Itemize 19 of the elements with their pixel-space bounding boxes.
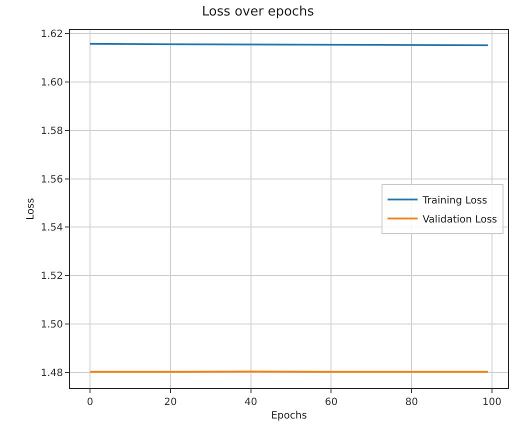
y-tick-label: 1.62 <box>40 29 63 40</box>
legend-label: Validation Loss <box>422 214 498 226</box>
x-tick-label: 20 <box>164 397 177 408</box>
x-tick-label: 80 <box>405 397 418 408</box>
x-axis-title: Epochs <box>271 410 307 422</box>
x-tick-label: 100 <box>482 397 502 408</box>
y-tick-label: 1.56 <box>40 174 63 186</box>
y-tick-label: 1.52 <box>40 271 63 282</box>
y-tick-label: 1.58 <box>40 126 63 137</box>
y-tick-label: 1.50 <box>40 319 63 330</box>
y-axis-title: Loss <box>26 198 37 220</box>
y-tick-label: 1.54 <box>40 222 63 234</box>
x-tick-label: 60 <box>324 397 338 408</box>
legend-label: Training Loss <box>422 195 488 206</box>
x-tick-label: 0 <box>86 397 94 408</box>
x-tick-label: 40 <box>244 397 258 408</box>
y-tick-label: 1.60 <box>40 78 63 89</box>
y-tick-label: 1.48 <box>40 368 63 379</box>
chart-title: Loss over epochs <box>202 4 314 20</box>
